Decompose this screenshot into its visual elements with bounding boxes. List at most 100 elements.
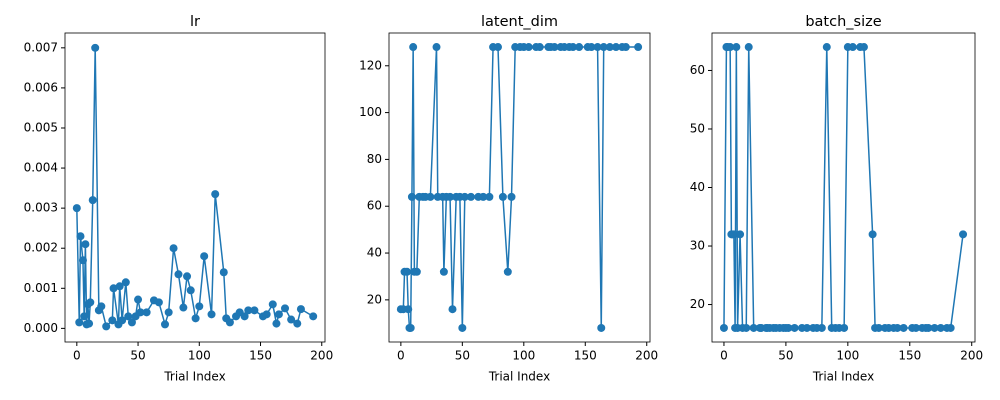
data-point: [164, 308, 173, 317]
y-tick-label: 100: [359, 105, 382, 119]
data-point: [240, 312, 249, 321]
y-tick-label: 0.006: [24, 80, 58, 94]
data-point: [102, 322, 111, 331]
data-point: [432, 43, 441, 52]
subplot-title: latent_dim: [481, 14, 558, 30]
data-point: [179, 303, 188, 312]
data-point: [911, 323, 920, 332]
data-point: [91, 43, 100, 52]
data-point: [78, 256, 87, 265]
data-point: [85, 319, 94, 328]
data-point: [183, 272, 192, 281]
x-tick-label: 150: [898, 349, 921, 363]
x-axis-label: Trial Index: [163, 370, 225, 384]
data-point: [118, 316, 127, 325]
data-point: [893, 323, 902, 332]
data-point: [404, 305, 413, 314]
data-point: [493, 43, 502, 52]
data-point: [160, 320, 169, 329]
data-point: [296, 305, 305, 314]
data-point: [409, 43, 418, 52]
data-point: [136, 308, 145, 317]
data-point: [86, 298, 95, 307]
x-tick-label: 50: [130, 349, 145, 363]
data-point: [426, 192, 435, 201]
data-point: [272, 319, 281, 328]
data-point: [744, 43, 753, 52]
subplot-title: lr: [190, 14, 200, 30]
data-point: [88, 196, 97, 205]
axes-frame: [388, 32, 651, 343]
data-point: [121, 278, 130, 287]
y-tick-label: 60: [690, 63, 705, 77]
data-point: [97, 302, 106, 311]
data-point: [840, 323, 849, 332]
y-tick-label: 50: [690, 121, 705, 135]
data-point: [244, 306, 253, 315]
data-point: [268, 300, 277, 309]
y-tick-label: 120: [359, 58, 382, 72]
y-tick-label: 40: [367, 246, 382, 260]
data-point: [154, 298, 163, 307]
data-point: [848, 43, 857, 52]
x-tick-label: 0: [73, 349, 81, 363]
data-point: [930, 323, 939, 332]
data-point: [924, 323, 933, 332]
axes-frame: [711, 32, 976, 343]
data-point: [169, 244, 178, 253]
data-line: [723, 46, 964, 329]
data-point: [859, 43, 868, 52]
y-tick-label: 20: [690, 297, 705, 311]
data-point: [524, 43, 533, 52]
y-tick-label: 0.000: [24, 321, 58, 335]
x-tick-label: 200: [310, 349, 333, 363]
y-tick-label: 20: [367, 292, 382, 306]
data-point: [81, 240, 90, 249]
data-point: [466, 192, 475, 201]
y-tick-label: 0.007: [24, 40, 58, 54]
data-point: [446, 192, 455, 201]
data-point: [936, 323, 945, 332]
data-point: [186, 286, 195, 295]
data-point: [142, 308, 151, 317]
x-tick-label: 50: [778, 349, 793, 363]
data-point: [899, 323, 908, 332]
data-point: [817, 323, 826, 332]
x-tick-label: 100: [836, 349, 859, 363]
data-point: [822, 43, 831, 52]
data-point: [605, 43, 614, 52]
data-point: [575, 43, 584, 52]
data-point: [80, 312, 89, 321]
data-point: [802, 323, 811, 332]
data-point: [726, 43, 735, 52]
x-tick-label: 150: [249, 349, 272, 363]
data-point: [959, 230, 968, 239]
data-point: [309, 312, 318, 321]
data-point: [403, 267, 412, 276]
x-axis-label: Trial Index: [488, 370, 550, 384]
data-point: [115, 282, 124, 291]
x-tick-label: 100: [188, 349, 211, 363]
y-tick-label: 0.003: [24, 201, 58, 215]
x-axis-label: Trial Index: [812, 370, 874, 384]
data-point: [587, 43, 596, 52]
data-point: [458, 323, 467, 332]
y-tick-label: 30: [690, 239, 705, 253]
data-point: [211, 190, 220, 199]
data-point: [191, 314, 200, 323]
x-tick-label: 100: [512, 349, 535, 363]
data-point: [274, 310, 283, 319]
data-point: [124, 312, 133, 321]
data-point: [568, 43, 577, 52]
axes-frame: [64, 32, 326, 343]
data-point: [76, 232, 85, 241]
data-point: [479, 192, 488, 201]
data-point: [109, 284, 118, 293]
data-point: [439, 267, 448, 276]
data-point: [874, 323, 883, 332]
data-point: [729, 230, 738, 239]
x-tick-label: 0: [720, 349, 728, 363]
data-point: [719, 323, 728, 332]
data-point: [293, 319, 302, 328]
data-point: [742, 323, 751, 332]
